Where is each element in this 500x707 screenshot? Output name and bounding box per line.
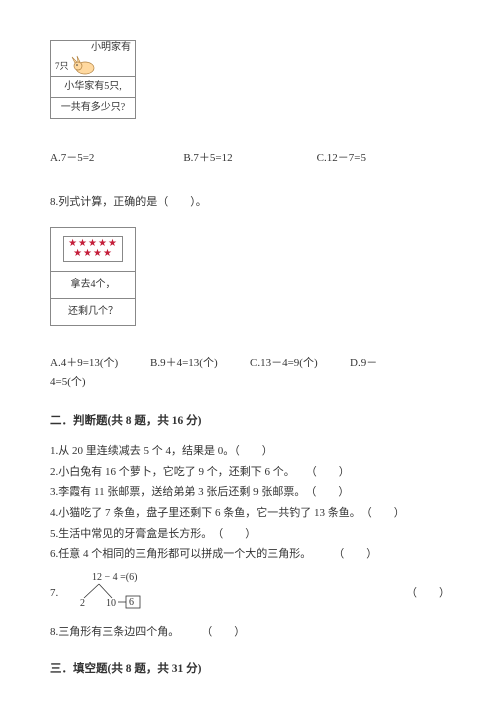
q8-stem: 8.列式计算，正确的是（ ）。 — [50, 193, 450, 213]
q7-choice-c: C.12－7=5 — [317, 149, 450, 169]
tf-item-2: 2.小白兔有 16 个萝卜，它吃了 9 个，还剩下 6 个。 （ ） — [50, 463, 450, 482]
tf-item-4: 4.小猫吃了 7 条鱼，盘子里还剩下 6 条鱼，它一共钓了 13 条鱼。 （ ） — [50, 504, 450, 523]
rabbit-icon — [69, 55, 97, 76]
tf-list: 1.从 20 里连续减去 5 个 4，结果是 0。（ ） 2.小白兔有 16 个… — [50, 442, 450, 642]
eq-text: 12 − 4 =(6) — [92, 572, 137, 583]
tf-item-1: 1.从 20 里连续减去 5 个 4，结果是 0。（ ） — [50, 442, 450, 461]
q7-row1-label: 7只 — [55, 59, 69, 73]
star-row-2: ★★★★ — [68, 249, 118, 259]
section3-title: 三．填空题(共 8 题，共 31 分) — [50, 659, 450, 680]
q8-choice-a: A.4＋9=13(个) — [50, 354, 150, 374]
q7-choice-b: B.7＋5=12 — [183, 149, 316, 169]
tf-item-3: 3.李霞有 11 张邮票，送给弟弟 3 张后还剩 9 张邮票。 （ ） — [50, 483, 450, 502]
q8-choice-d: D.9－ — [350, 354, 450, 374]
tf-item-6: 6.任意 4 个相同的三角形都可以拼成一个大的三角形。 （ ） — [50, 545, 450, 564]
q8-frame-row3: 还剩几个？ — [51, 299, 135, 325]
q7-frame-row1: 小明家有 7只 — [51, 41, 135, 77]
q8-choice-c: C.13－4=9(个) — [250, 354, 350, 374]
q7-row1-top: 小明家有 — [55, 41, 131, 55]
q8-choice-b: B.9＋4=13(个) — [150, 354, 250, 374]
stars-grid: ★★★★★ ★★★★ — [63, 236, 123, 262]
tf-item-7: 7. 12 − 4 =(6) 2 10 6 （ ） — [50, 566, 450, 621]
q8-frame-row2: 拿去4个， — [51, 272, 135, 299]
q7-picture-frame: 小明家有 7只 小华家有5只, 一共有多少只? — [50, 40, 136, 119]
svg-text:2: 2 — [80, 598, 85, 609]
tf-item-7-diagram: 12 − 4 =(6) 2 10 6 — [74, 570, 184, 617]
q7-frame-row4: 一共有多少只? — [51, 98, 135, 118]
q8-picture-frame: ★★★★★ ★★★★ 拿去4个， 还剩几个？ — [50, 227, 136, 326]
q8-frame-stars-row: ★★★★★ ★★★★ — [51, 228, 135, 272]
tf-item-7-prefix: 7. — [50, 584, 58, 603]
q7-frame-row3: 小华家有5只, — [51, 77, 135, 98]
q7-choice-a: A.7－5=2 — [50, 149, 183, 169]
q8-choice-d-continuation: 4=5(个) — [50, 373, 450, 393]
q7-choices: A.7－5=2 B.7＋5=12 C.12－7=5 — [50, 149, 450, 169]
tf-item-7-suffix: （ ） — [406, 584, 450, 603]
q8-choices: A.4＋9=13(个) B.9＋4=13(个) C.13－4=9(个) D.9－ — [50, 354, 450, 374]
svg-text:6: 6 — [129, 597, 134, 608]
tf-item-5: 5.生活中常见的牙膏盒是长方形。 （ ） — [50, 525, 450, 544]
tf-item-8: 8.三角形有三条边四个角。 （ ） — [50, 623, 450, 642]
svg-text:10: 10 — [106, 598, 116, 609]
section2-title: 二．判断题(共 8 题，共 16 分) — [50, 411, 450, 432]
